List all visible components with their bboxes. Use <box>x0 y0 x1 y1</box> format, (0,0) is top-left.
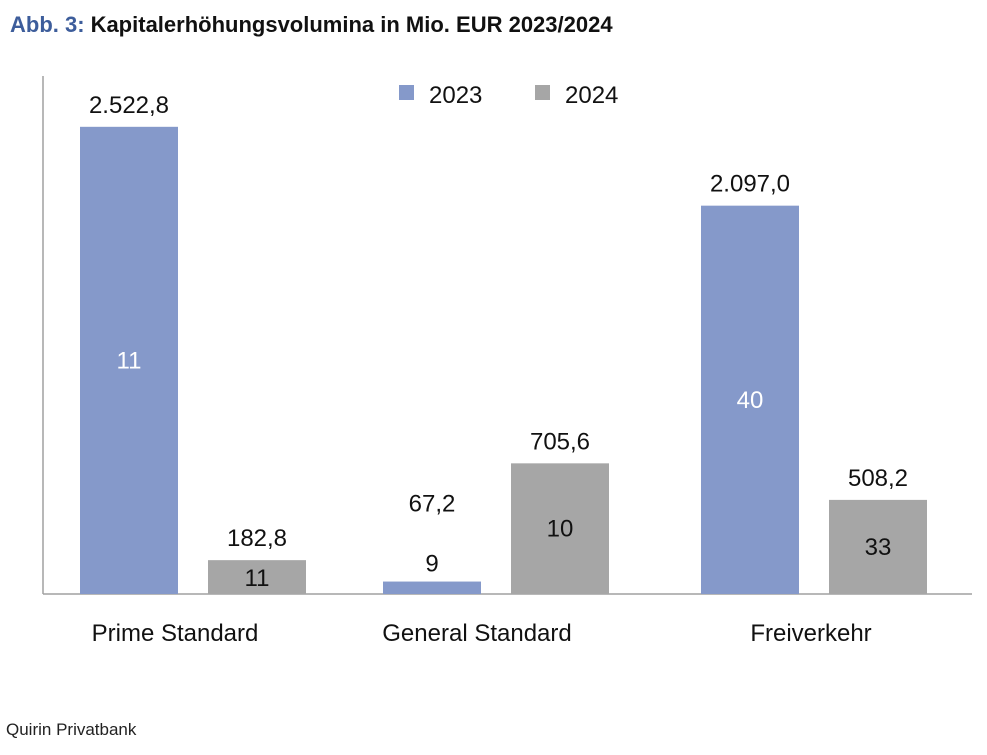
count-label-prime-standard-2023: 11 <box>117 347 142 374</box>
count-label-prime-standard-2024: 11 <box>245 565 270 592</box>
value-label-general-standard-2023: 67,2 <box>409 491 456 518</box>
figure-label: Abb. 3: <box>10 12 85 37</box>
chart-title: Abb. 3: Kapitalerhöhungsvolumina in Mio. … <box>10 12 613 38</box>
bar-freiverkehr-2023 <box>701 205 799 594</box>
count-label-freiverkehr-2023: 40 <box>737 387 764 414</box>
bar-freiverkehr-2024 <box>829 499 927 594</box>
value-label-general-standard-2024: 705,6 <box>530 428 590 455</box>
source-note: Quirin Privatbank <box>6 720 137 739</box>
legend-label-2024: 2024 <box>565 82 618 109</box>
count-label-general-standard-2023: 9 <box>425 551 438 578</box>
category-label-general-standard: General Standard <box>382 620 571 647</box>
legend-swatch-2023 <box>399 85 414 100</box>
legend-label-2023: 2023 <box>429 82 482 109</box>
bar-general-standard-2024 <box>511 463 609 594</box>
bar-general-standard-2023 <box>383 581 481 594</box>
category-label-prime-standard: Prime Standard <box>92 620 259 647</box>
value-label-freiverkehr-2024: 508,2 <box>848 465 908 492</box>
count-label-general-standard-2024: 10 <box>547 516 574 543</box>
category-label-freiverkehr: Freiverkehr <box>750 620 871 647</box>
legend-swatch-2024 <box>535 85 550 100</box>
count-label-freiverkehr-2024: 33 <box>865 534 892 561</box>
bar-prime-standard-2024 <box>208 560 306 594</box>
value-label-prime-standard-2024: 182,8 <box>227 525 287 552</box>
bar-prime-standard-2023 <box>80 126 178 594</box>
value-label-freiverkehr-2023: 2.097,0 <box>710 171 790 198</box>
value-label-prime-standard-2023: 2.522,8 <box>89 92 169 119</box>
bar-chart: 2.522,8 11 67,2 9 2.097,0 40 182,8 11 705,6 10 508… <box>42 76 972 647</box>
figure-title: Kapitalerhöhungsvolumina in Mio. EUR 202… <box>90 12 613 37</box>
